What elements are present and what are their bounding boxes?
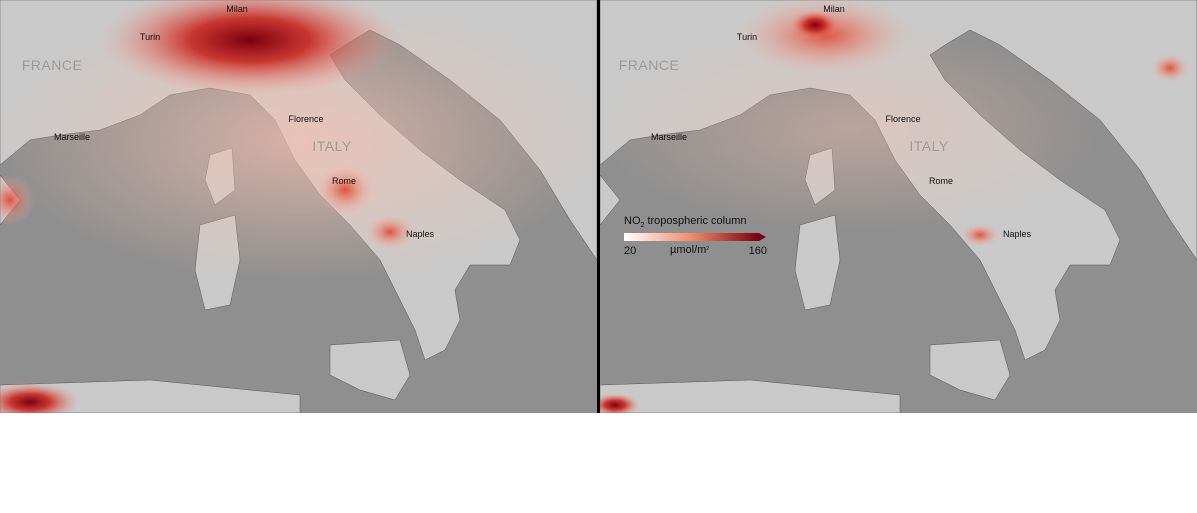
map-before — [0, 0, 597, 413]
legend-unit-main: µmol/m — [670, 244, 706, 256]
country-label: FRANCE — [619, 57, 680, 73]
legend-colorbar — [624, 233, 759, 241]
legend: NO2 tropospheric column 20 µmol/m2 160 — [624, 215, 767, 257]
city-label: Florence — [885, 114, 920, 124]
city-label: Rome — [929, 176, 953, 186]
labels: Milan Turin FRANCE Marseille Florence ITALY Ro… — [22, 4, 1032, 239]
legend-unit: µmol/m2 — [670, 244, 709, 256]
legend-title-sub: 2 — [641, 222, 645, 229]
legend-title-rest: tropospheric column — [644, 215, 746, 227]
city-label: Turin — [737, 32, 757, 42]
country-label: FRANCE — [22, 57, 83, 73]
legend-title: NO2 tropospheric column — [624, 215, 747, 229]
city-label: Rome — [332, 176, 356, 186]
city-label: Milan — [823, 4, 845, 14]
city-label: Marseille — [54, 132, 90, 142]
country-label: ITALY — [312, 138, 351, 154]
legend-min: 20 — [624, 245, 636, 257]
city-label: Milan — [226, 4, 248, 14]
legend-arrow — [759, 233, 766, 241]
city-label: Florence — [288, 114, 323, 124]
legend-title-main: NO — [624, 215, 641, 227]
legend-unit-sup: 2 — [706, 246, 709, 252]
country-label: ITALY — [909, 138, 948, 154]
city-label: Marseille — [651, 132, 687, 142]
divider — [597, 0, 600, 413]
map-after — [600, 0, 1197, 413]
legend-max: 160 — [749, 245, 767, 257]
city-label: Turin — [140, 32, 160, 42]
city-label: Naples — [1003, 229, 1032, 239]
city-label: Naples — [406, 229, 435, 239]
